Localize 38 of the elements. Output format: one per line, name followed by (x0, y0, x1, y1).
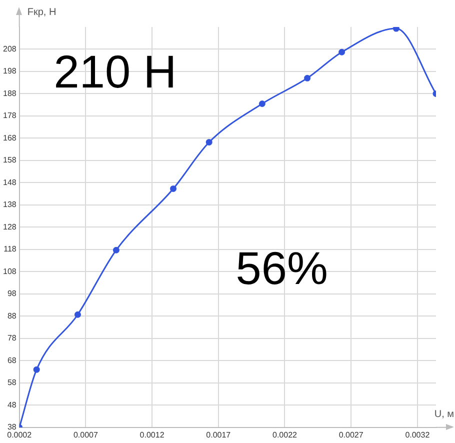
y-tick-label: 98 (7, 289, 17, 298)
x-tick-label: 0.0007 (73, 430, 98, 440)
annotation: 210 Н (54, 46, 177, 98)
point (258, 100, 266, 107)
y-tick-label: 148 (2, 178, 17, 187)
y-tick-label: 188 (2, 88, 17, 98)
x-axis-title: U, м (434, 409, 454, 420)
point (112, 246, 120, 254)
x-tick-label: 0.0017 (206, 430, 232, 440)
point (74, 311, 81, 318)
y-tick-label: 38 (7, 422, 17, 432)
y-tick-label: 78 (7, 334, 17, 343)
y-tick-label: 168 (2, 133, 17, 142)
point (206, 138, 212, 146)
point (392, 27, 400, 32)
x-tick-label: 0.0002 (7, 430, 32, 440)
y-axis-title: Fкр, Н (27, 6, 56, 18)
point (170, 185, 177, 192)
x-tick-label: 0.0022 (272, 430, 298, 440)
y-tick-label: 138 (2, 200, 17, 210)
y-tick-label: 108 (2, 266, 17, 276)
y-tick-label: 128 (2, 222, 17, 232)
y-tick-label: 68 (7, 356, 17, 365)
y-tick-label: 208 (2, 44, 17, 54)
y-tick-label: 178 (2, 111, 17, 120)
x-tick-label: 0.0032 (405, 430, 430, 440)
y-tick-label: 158 (2, 156, 17, 165)
point (304, 74, 311, 82)
y-tick-label: 198 (2, 66, 17, 76)
y-tick-label: 88 (7, 311, 17, 320)
annotation: 56% (236, 242, 328, 294)
y-tick-label: 58 (7, 378, 17, 388)
y-tick-label: 48 (7, 400, 17, 410)
y-tick-label: 118 (4, 244, 17, 254)
point (33, 366, 40, 373)
x-tick-label: 0.0027 (338, 430, 364, 440)
point (338, 48, 346, 56)
x-tick-label: 0.0012 (140, 430, 165, 440)
